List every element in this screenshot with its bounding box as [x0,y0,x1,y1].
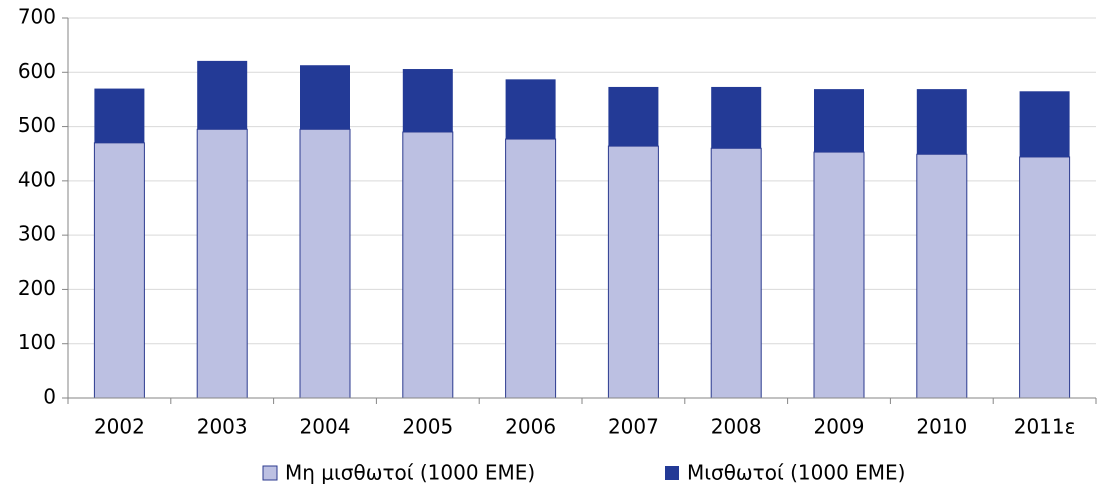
bar-segment [916,153,968,399]
bar-segment [300,65,350,130]
bar-segment [607,145,659,399]
bar-segment [505,79,556,140]
bar-segment [814,89,864,153]
x-tick-label: 2003 [197,415,248,439]
bar-segment [196,128,248,399]
legend-label: Μη μισθωτοί (1000 ΕΜΕ) [285,461,535,485]
bar-segment [299,128,351,399]
legend-swatch [665,466,679,480]
bar-segment [813,151,865,399]
x-tick-label: 2004 [300,415,351,439]
x-tick-label: 2010 [916,415,967,439]
legend-label: Μισθωτοί (1000 ΕΜΕ) [687,461,905,485]
legend-swatch [262,465,278,481]
bar-segment [402,131,454,399]
x-tick-label: 2009 [814,415,865,439]
y-tick-label: 0 [43,385,56,409]
y-tick-label: 700 [18,5,56,29]
bar-segment [402,69,453,132]
bar-segment [710,147,762,399]
bar-segment [197,60,248,130]
bar-segment [93,142,145,399]
x-tick-label: 2011ε [1014,415,1076,439]
bar-segment [711,86,762,149]
x-tick-label: 2007 [608,415,659,439]
bar-segment [1019,156,1071,399]
x-tick-label: 2006 [505,415,556,439]
x-tick-label: 2005 [402,415,453,439]
x-tick-label: 2002 [94,415,145,439]
y-tick-label: 100 [18,330,56,354]
bar-segment [1019,91,1070,157]
bar-segment [916,89,967,155]
bar-segment [608,86,659,147]
bar-segment [505,138,557,399]
bar-segment [94,88,145,143]
y-tick-label: 200 [18,276,56,300]
y-tick-label: 600 [18,59,56,83]
y-tick-label: 500 [18,113,56,137]
y-tick-label: 400 [18,167,56,191]
x-tick-label: 2008 [711,415,762,439]
y-tick-label: 300 [18,222,56,246]
